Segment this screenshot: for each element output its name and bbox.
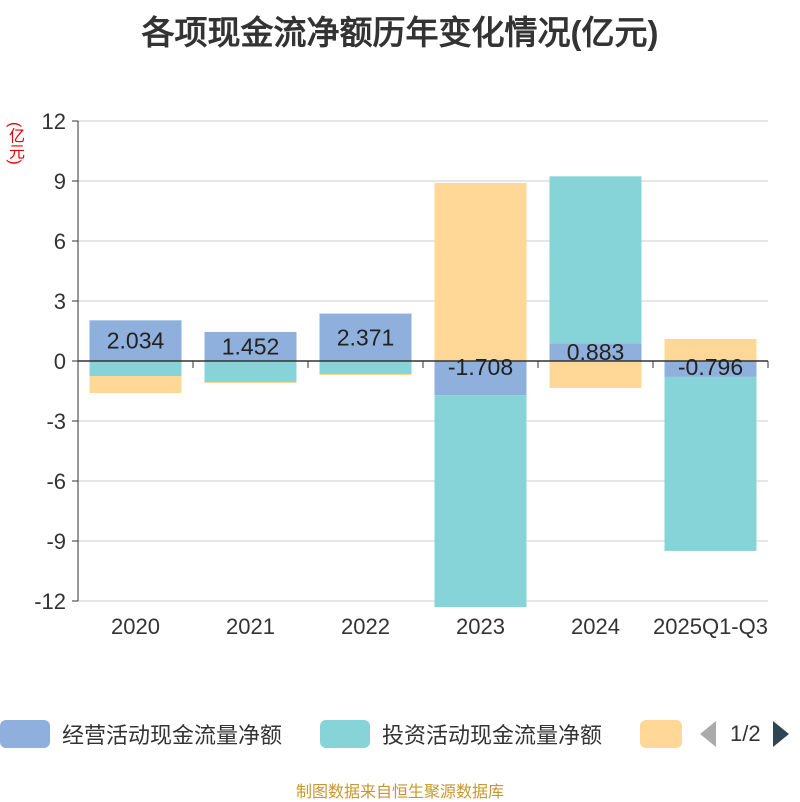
bar-financing-2023 (434, 183, 527, 361)
data-label-operating-2024: 0.883 (567, 339, 625, 365)
bar-investing-2021 (204, 361, 297, 382)
data-label-operating-2020: 2.034 (107, 328, 165, 354)
bar-financing-2025Q1-Q3 (664, 339, 757, 361)
bar-operating-2024 (549, 343, 642, 361)
y-tick-label: 6 (54, 229, 66, 254)
data-label-operating-2021: 1.452 (222, 333, 280, 359)
x-tick-label: 2022 (341, 614, 390, 639)
bar-operating-2021 (204, 331, 297, 361)
x-tick-label: 2023 (456, 614, 505, 639)
y-tick-label: -3 (46, 409, 66, 434)
legend-page-indicator: 1/2 (730, 721, 761, 746)
chart-svg: 12 9 6 3 0 -3 -6 -9 -12 2.034 1.452 2.371 -1.708 0.88… (34, 109, 769, 639)
bar-operating-2023 (434, 361, 527, 396)
y-axis-unit: (亿元) (6, 122, 23, 165)
y-tick-label: 0 (54, 349, 66, 374)
bar-operating-2022 (319, 313, 412, 361)
data-label-operating-2022: 2.371 (337, 324, 395, 350)
x-tick-label: 2024 (571, 614, 620, 639)
y-tick-label: 3 (54, 289, 66, 314)
x-tick-label: 2020 (111, 614, 160, 639)
legend-next-page-icon[interactable] (772, 721, 789, 747)
bar-financing-2024 (549, 361, 642, 388)
bar-financing-2020 (89, 376, 182, 393)
legend-item-investing[interactable]: 投资活动现金流量净额 (320, 716, 602, 752)
data-source-note: 制图数据来自恒生聚源数据库 (295, 784, 504, 801)
bar-investing-2024 (549, 176, 642, 344)
legend: 经营活动现金流量净额 投资活动现金流量净额 1/2 (0, 716, 800, 756)
x-tick-label: 2025Q1-Q3 (653, 614, 768, 639)
legend-item-financing[interactable] (640, 716, 682, 752)
data-label-operating-2025Q1-Q3: -0.796 (678, 354, 743, 380)
legend-label-operating: 经营活动现金流量净额 (62, 723, 283, 748)
chart-title: 各项现金流净额历年变化情况(亿元) (141, 14, 659, 51)
legend-swatch-financing (640, 720, 682, 748)
bar-operating-2020 (89, 320, 182, 361)
data-label-operating-2023: -1.708 (448, 354, 513, 380)
bar-investing-2022 (319, 361, 412, 374)
y-tick-label: -6 (46, 469, 66, 494)
y-tick-label: 9 (54, 169, 66, 194)
legend-prev-page-icon[interactable] (700, 721, 716, 747)
y-tick-label: -12 (34, 589, 66, 614)
bar-investing-2025Q1-Q3 (664, 376, 757, 551)
legend-swatch-operating (0, 720, 50, 748)
legend-swatch-investing (320, 720, 370, 748)
legend-pager: 1/2 (700, 716, 789, 752)
bar-financing-2022 (319, 374, 412, 375)
legend-item-operating[interactable]: 经营活动现金流量净额 (0, 716, 282, 752)
bar-operating-2025Q1-Q3 (664, 361, 757, 377)
y-tick-label: -9 (46, 529, 66, 554)
x-tick-label: 2021 (226, 614, 275, 639)
y-tick-label: 12 (42, 109, 66, 134)
bar-investing-2020 (89, 361, 182, 376)
legend-label-investing: 投资活动现金流量净额 (382, 723, 603, 748)
bar-financing-2021 (204, 382, 297, 383)
bar-investing-2023 (434, 395, 527, 608)
